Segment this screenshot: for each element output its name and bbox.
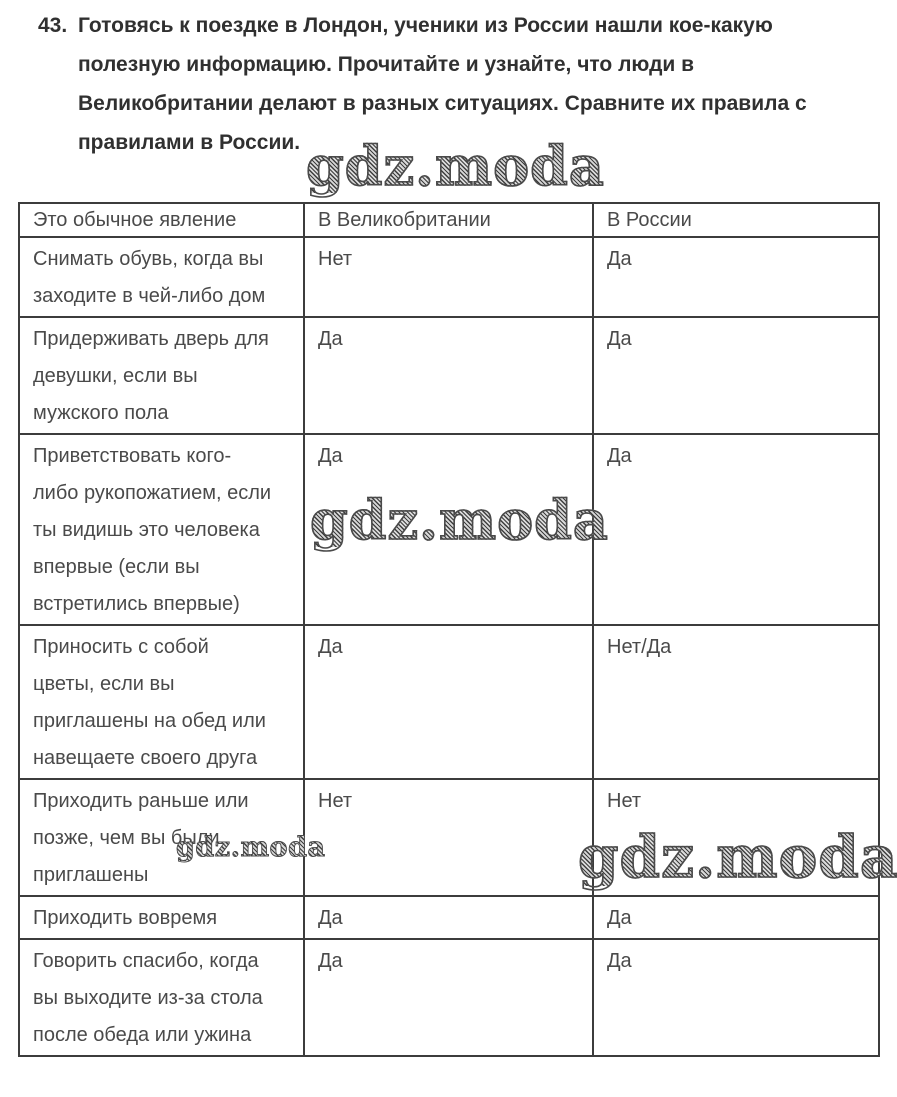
cell-russia: Да [592, 895, 880, 940]
cell-situation: Придерживать дверь для девушки, если вы … [18, 316, 305, 435]
table-header-row: Это обычное явление В Великобритании В Р… [18, 202, 880, 238]
header-uk: В Великобритании [303, 202, 594, 238]
table-row: Придерживать дверь для девушки, если вы … [18, 316, 880, 435]
cell-russia: Да [592, 316, 880, 435]
cell-russia: Да [592, 938, 880, 1057]
cell-uk: Да [303, 433, 594, 626]
header-russia: В России [592, 202, 880, 238]
cell-uk: Да [303, 895, 594, 940]
cell-russia: Нет/Да [592, 624, 880, 780]
cell-uk: Да [303, 938, 594, 1057]
cell-situation: Приходить вовремя [18, 895, 305, 940]
exercise-instruction: Готовясь к поездке в Лондон, ученики из … [78, 14, 807, 154]
cell-uk: Да [303, 316, 594, 435]
cell-russia: Нет [592, 778, 880, 897]
customs-comparison-table: Это обычное явление В Великобритании В Р… [18, 202, 880, 1057]
cell-situation: Приветствовать кого- либо рукопожатием, … [18, 433, 305, 626]
cell-situation: Приносить с собой цветы, если вы приглаш… [18, 624, 305, 780]
cell-situation: Снимать обувь, когда вы заходите в чей-л… [18, 236, 305, 318]
table-body: Снимать обувь, когда вы заходите в чей-л… [18, 236, 880, 1057]
exercise-header: 43. Готовясь к поездке в Лондон, ученики… [38, 6, 878, 162]
table-row: Приходить вовремя Да Да [18, 895, 880, 940]
table-row: Снимать обувь, когда вы заходите в чей-л… [18, 236, 880, 318]
cell-uk: Нет [303, 236, 594, 318]
table-row: Приветствовать кого- либо рукопожатием, … [18, 433, 880, 626]
cell-situation: Приходить раньше или позже, чем вы были … [18, 778, 305, 897]
table-row: Приходить раньше или позже, чем вы были … [18, 778, 880, 897]
cell-uk: Да [303, 624, 594, 780]
cell-situation: Говорить спасибо, когда вы выходите из-з… [18, 938, 305, 1057]
header-situation: Это обычное явление [18, 202, 305, 238]
cell-russia: Да [592, 236, 880, 318]
cell-uk: Нет [303, 778, 594, 897]
exercise-number: 43. [38, 14, 68, 37]
table-row: Приносить с собой цветы, если вы приглаш… [18, 624, 880, 780]
table-row: Говорить спасибо, когда вы выходите из-з… [18, 938, 880, 1057]
cell-russia: Да [592, 433, 880, 626]
